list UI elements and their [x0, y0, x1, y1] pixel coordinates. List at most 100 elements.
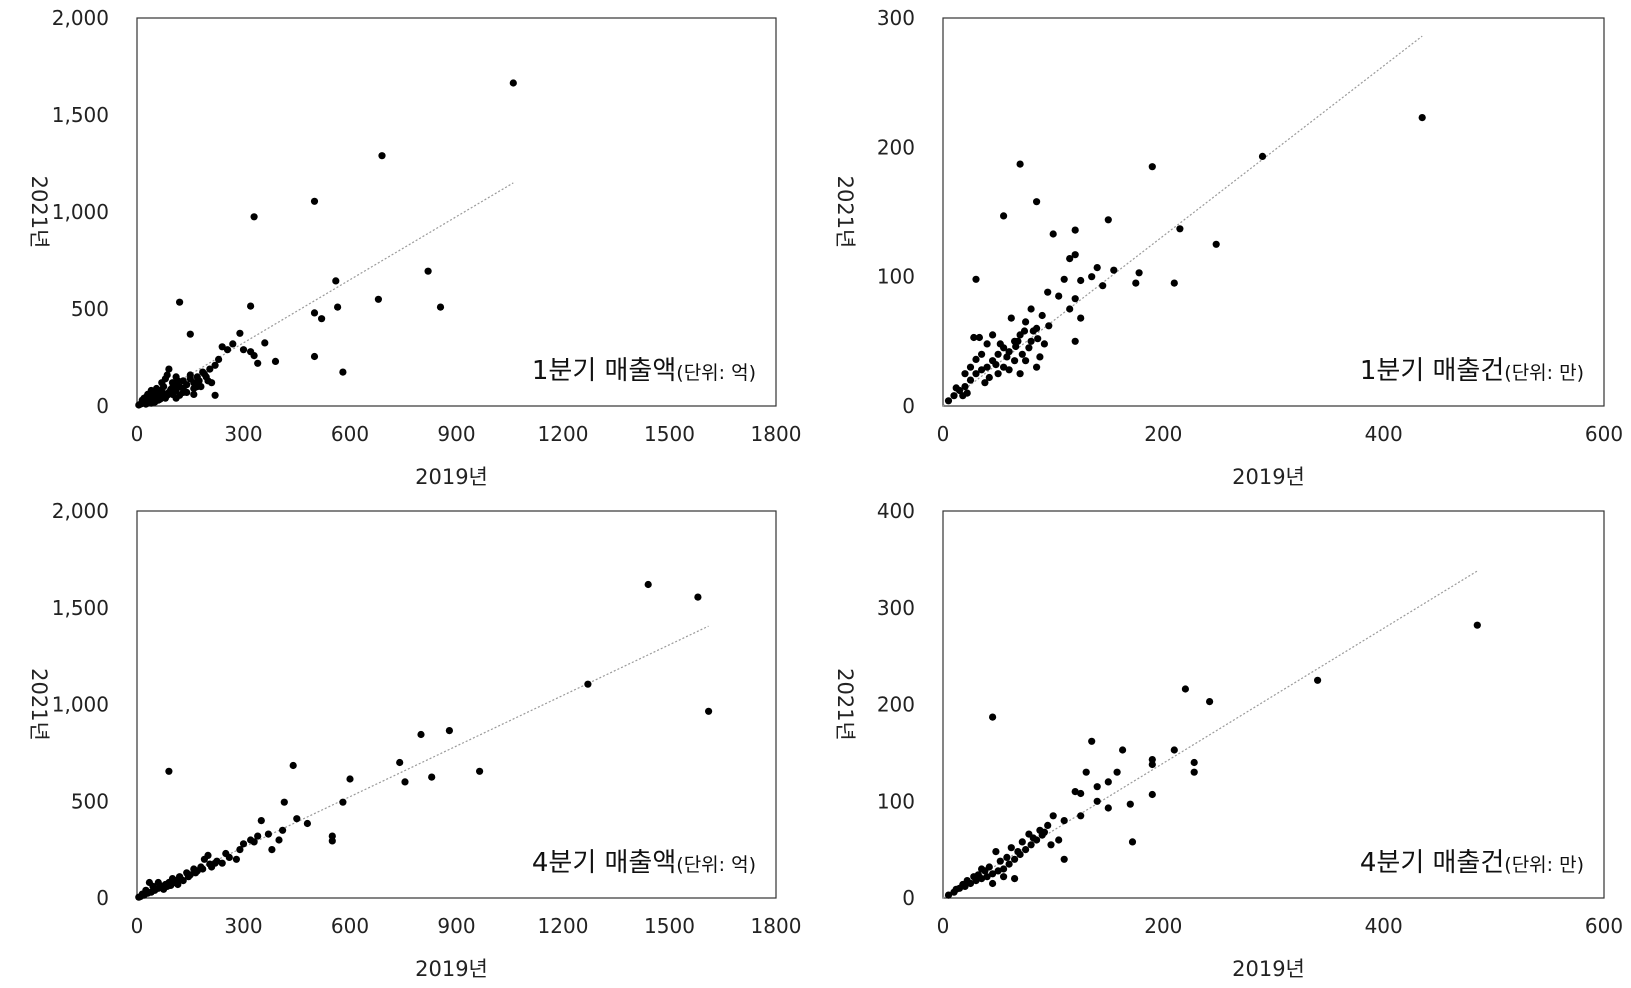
data-point — [1040, 340, 1048, 348]
data-point — [218, 343, 226, 351]
y-tick-label: 2,000 — [52, 6, 109, 30]
y-tick-label: 1,000 — [52, 693, 109, 717]
x-tick-label: 600 — [331, 914, 369, 938]
y-tick-label: 500 — [71, 297, 109, 321]
plot-frame — [136, 17, 777, 407]
annotation-title: 4분기 매출건 — [1360, 848, 1504, 878]
y-tick-label: 2,000 — [52, 499, 109, 523]
data-point — [1093, 264, 1101, 272]
data-point — [445, 727, 453, 735]
data-point — [1135, 269, 1143, 277]
data-point — [1044, 821, 1052, 830]
data-point — [177, 876, 185, 884]
data-point — [1170, 279, 1178, 287]
data-point — [223, 346, 232, 354]
data-point — [142, 400, 150, 408]
data-point — [1027, 305, 1035, 313]
data-point — [176, 298, 184, 306]
data-point — [293, 815, 301, 823]
y-tick-label: 1,000 — [52, 200, 109, 224]
data-point — [989, 870, 997, 878]
data-point — [1126, 800, 1134, 808]
plot-frame — [942, 17, 1605, 407]
data-point — [184, 873, 193, 881]
data-point — [250, 838, 258, 846]
x-tick-label: 1800 — [751, 422, 802, 446]
data-point — [1018, 838, 1026, 846]
data-point — [1049, 230, 1057, 238]
y-tick-label: 200 — [877, 135, 915, 159]
data-point — [1003, 353, 1011, 361]
y-tick-label: 400 — [877, 499, 915, 523]
data-point — [332, 277, 340, 285]
data-point — [190, 390, 198, 398]
data-point — [1060, 817, 1068, 825]
data-point — [1011, 855, 1019, 863]
data-point — [401, 778, 409, 786]
data-point — [1473, 621, 1481, 629]
data-point — [1033, 198, 1041, 206]
chart-panel-q4_sales: 0 500 1,000 1,500 2,000 0 300 600 900 1200 1500 180… — [27, 499, 801, 981]
x-tick-label: 0 — [131, 914, 144, 938]
x-tick-label: 0 — [131, 422, 144, 446]
data-point — [1005, 366, 1013, 374]
data-point — [952, 384, 960, 392]
data-point — [644, 580, 652, 589]
data-point — [346, 775, 354, 783]
data-point — [232, 855, 240, 863]
data-point — [200, 855, 208, 863]
data-point — [206, 365, 214, 373]
data-point — [1055, 292, 1063, 300]
annotation-title: 1분기 매출건 — [1360, 356, 1504, 386]
data-point — [952, 885, 960, 893]
data-point — [1077, 276, 1085, 285]
data-point — [310, 309, 319, 317]
data-point — [1000, 363, 1008, 371]
data-point — [206, 860, 214, 868]
data-point — [1038, 311, 1046, 320]
annotation-unit: (단위: 억) — [676, 854, 756, 876]
data-point — [985, 373, 993, 382]
data-point — [239, 840, 248, 848]
x-axis-label: 2019년 — [1232, 465, 1305, 489]
data-point — [1099, 282, 1107, 290]
data-point — [983, 873, 991, 881]
data-point — [1000, 873, 1008, 881]
data-point — [705, 707, 713, 715]
data-point — [970, 873, 978, 881]
y-axis-label: 2021년 — [27, 668, 51, 741]
x-tick-label: 0 — [937, 914, 950, 938]
y-tick-label: 100 — [877, 265, 915, 289]
data-point — [303, 819, 311, 828]
x-tick-label: 400 — [1365, 914, 1403, 938]
data-point — [1000, 212, 1008, 220]
data-point — [989, 879, 997, 888]
data-point — [1071, 295, 1079, 303]
data-point — [972, 355, 980, 363]
data-point — [1029, 327, 1037, 335]
data-point — [428, 773, 436, 781]
data-point — [983, 363, 991, 371]
data-point — [264, 830, 272, 838]
data-point — [179, 377, 187, 385]
data-point — [396, 758, 404, 767]
data-point — [1148, 790, 1156, 799]
data-point — [154, 878, 162, 887]
y-tick-label: 100 — [877, 789, 915, 813]
data-point — [215, 355, 223, 363]
x-tick-label: 300 — [224, 422, 262, 446]
data-point — [1088, 737, 1096, 745]
data-point — [1066, 305, 1074, 313]
data-point — [1025, 344, 1033, 352]
data-point — [1128, 838, 1137, 846]
data-point — [1093, 783, 1101, 791]
data-point — [961, 383, 969, 391]
data-point — [275, 836, 283, 844]
data-point — [1071, 251, 1079, 259]
data-point — [584, 680, 592, 688]
data-point — [200, 370, 208, 378]
data-point — [1077, 789, 1085, 798]
y-tick-label: 1,500 — [52, 596, 109, 620]
x-axis-label: 2019년 — [415, 957, 488, 981]
